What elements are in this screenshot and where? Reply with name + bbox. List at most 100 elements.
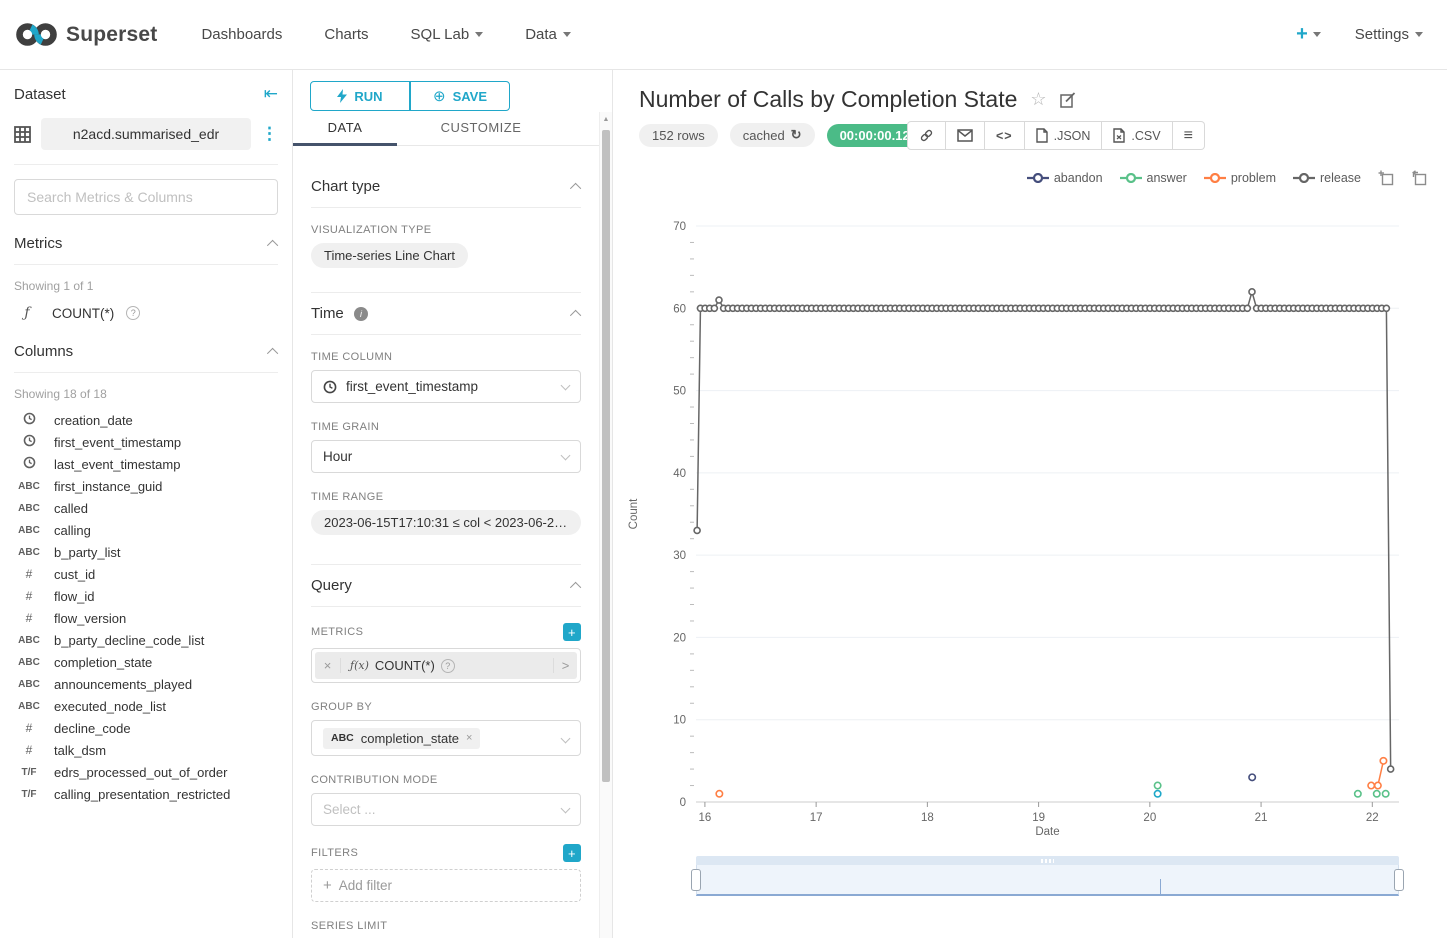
scroll-up-arrow-icon[interactable]: ▲ bbox=[602, 116, 610, 123]
column-item-first_instance_guid[interactable]: ABC first_instance_guid bbox=[14, 475, 278, 497]
legend-item-abandon[interactable]: abandon bbox=[1026, 171, 1103, 185]
column-item-flow_id[interactable]: # flow_id bbox=[14, 585, 278, 607]
data-point[interactable] bbox=[710, 304, 719, 313]
superset-logo[interactable]: Superset bbox=[16, 21, 157, 48]
column-item-cust_id[interactable]: # cust_id bbox=[14, 563, 278, 585]
legend-item-release[interactable]: release bbox=[1293, 171, 1361, 185]
column-item-called[interactable]: ABC called bbox=[14, 497, 278, 519]
series-line-problem[interactable] bbox=[1377, 760, 1385, 786]
column-item-announcements_played[interactable]: ABC announcements_played bbox=[14, 673, 278, 695]
embed-code-button[interactable]: <> bbox=[985, 121, 1025, 150]
favorite-star-icon[interactable]: ☆ bbox=[1030, 89, 1047, 109]
new-item-button[interactable]: + bbox=[1296, 23, 1321, 46]
data-point[interactable] bbox=[1386, 765, 1395, 773]
data-point[interactable] bbox=[715, 296, 723, 304]
legend-item-answer[interactable]: answer bbox=[1119, 171, 1187, 185]
data-point[interactable] bbox=[715, 789, 724, 798]
brush-handle-right[interactable] bbox=[1394, 869, 1404, 891]
brush-move-handle[interactable] bbox=[696, 856, 1399, 865]
column-item-last_event_timestamp[interactable]: last_event_timestamp bbox=[14, 453, 278, 475]
scrollbar-thumb[interactable] bbox=[602, 130, 610, 782]
nav-charts[interactable]: Charts bbox=[324, 26, 369, 43]
data-point[interactable] bbox=[1373, 781, 1382, 790]
collapse-panel-icon[interactable]: ⇤ bbox=[263, 84, 278, 103]
column-item-first_event_timestamp[interactable]: first_event_timestamp bbox=[14, 431, 278, 453]
column-item-executed_node_list[interactable]: ABC executed_node_list bbox=[14, 695, 278, 717]
data-point[interactable] bbox=[1353, 789, 1362, 798]
save-button[interactable]: ⊕ SAVE bbox=[410, 81, 510, 111]
column-item-flow_version[interactable]: # flow_version bbox=[14, 607, 278, 629]
remove-metric-icon[interactable]: × bbox=[315, 658, 341, 673]
group-by-chip[interactable]: ABC completion_state × bbox=[323, 727, 481, 749]
metric-item-count[interactable]: ƒ COUNT(*) ? bbox=[14, 301, 278, 333]
contribution-mode-select[interactable]: Select ... bbox=[311, 793, 581, 826]
zoom-select-icon[interactable] bbox=[1378, 170, 1394, 186]
time-grain-select[interactable]: Hour bbox=[311, 440, 581, 473]
tab-data[interactable]: DATA bbox=[293, 112, 397, 146]
data-point[interactable] bbox=[1153, 789, 1162, 798]
copy-link-button[interactable] bbox=[907, 121, 946, 150]
column-item-b_party_decline_code_list[interactable]: ABC b_party_decline_code_list bbox=[14, 629, 278, 651]
add-filter-button[interactable]: + bbox=[563, 844, 581, 862]
collapse-columns-icon[interactable] bbox=[266, 347, 279, 359]
edit-title-icon[interactable] bbox=[1059, 91, 1077, 108]
run-button[interactable]: RUN bbox=[310, 81, 410, 111]
export-csv-button[interactable]: .CSV bbox=[1102, 121, 1173, 150]
add-metric-button[interactable]: + bbox=[563, 623, 581, 641]
search-metrics-columns-input[interactable] bbox=[14, 179, 278, 215]
data-point[interactable] bbox=[1372, 789, 1381, 798]
brush-handle-left[interactable] bbox=[691, 869, 701, 891]
data-point[interactable] bbox=[1381, 789, 1390, 798]
dataset-name[interactable]: n2acd.summarised_edr bbox=[41, 118, 251, 150]
column-item-b_party_list[interactable]: ABC b_party_list bbox=[14, 541, 278, 563]
remove-chip-icon[interactable]: × bbox=[466, 732, 473, 744]
collapse-section-icon[interactable] bbox=[569, 581, 582, 593]
restore-zoom-icon[interactable] bbox=[1411, 170, 1427, 186]
time-range-brush[interactable] bbox=[691, 856, 1404, 898]
column-item-edrs_processed_out_of_order[interactable]: T/F edrs_processed_out_of_order bbox=[14, 761, 278, 783]
data-point[interactable] bbox=[1367, 781, 1376, 790]
time-column-select[interactable]: first_event_timestamp bbox=[311, 370, 581, 403]
export-json-button[interactable]: .JSON bbox=[1024, 121, 1103, 150]
tab-customize[interactable]: CUSTOMIZE bbox=[440, 120, 522, 135]
collapse-metrics-icon[interactable] bbox=[266, 239, 279, 251]
expand-metric-icon[interactable]: > bbox=[553, 658, 577, 673]
time-range-value[interactable]: 2023-06-15T17:10:31 ≤ col < 2023-06-22..… bbox=[311, 510, 581, 535]
help-icon[interactable]: ? bbox=[440, 658, 455, 673]
column-item-calling[interactable]: ABC calling bbox=[14, 519, 278, 541]
viz-type-value[interactable]: Time-series Line Chart bbox=[311, 243, 469, 268]
caret-down-icon bbox=[562, 32, 571, 37]
column-item-creation_date[interactable]: creation_date bbox=[14, 409, 278, 431]
data-point[interactable] bbox=[1248, 773, 1257, 782]
column-item-completion_state[interactable]: ABC completion_state bbox=[14, 651, 278, 673]
data-point[interactable] bbox=[1153, 781, 1162, 790]
controls-scrollbar[interactable]: ▲ bbox=[599, 112, 612, 938]
data-point[interactable] bbox=[1243, 304, 1252, 313]
add-filter-dropzone[interactable]: + Add filter bbox=[311, 869, 581, 902]
metric-chip-count[interactable]: × ƒ(x) COUNT(*) ? > bbox=[315, 652, 577, 679]
menu-icon: ≡ bbox=[1183, 126, 1193, 144]
nav-sql-lab[interactable]: SQL Lab bbox=[411, 26, 484, 43]
data-point[interactable] bbox=[1382, 304, 1391, 313]
nav-dashboards[interactable]: Dashboards bbox=[201, 26, 283, 43]
timeseries-line-chart[interactable]: 0 10 20 30 40 50 60 70 16 17 18 19 20 21 22 Date Count bbox=[613, 198, 1446, 848]
more-options-button[interactable]: ≡ bbox=[1172, 121, 1205, 150]
data-point[interactable] bbox=[1379, 756, 1388, 765]
column-item-decline_code[interactable]: # decline_code bbox=[14, 717, 278, 739]
column-item-talk_dsm[interactable]: # talk_dsm bbox=[14, 739, 278, 761]
help-icon[interactable]: ? bbox=[126, 306, 141, 320]
collapse-section-icon[interactable] bbox=[569, 182, 582, 194]
settings-menu[interactable]: Settings bbox=[1355, 26, 1423, 43]
cached-badge[interactable]: cached ↻ bbox=[729, 123, 815, 147]
data-point[interactable] bbox=[693, 526, 701, 535]
collapse-section-icon[interactable] bbox=[569, 309, 582, 321]
email-button[interactable] bbox=[946, 121, 985, 150]
legend-item-problem[interactable]: problem bbox=[1203, 171, 1276, 185]
data-point[interactable] bbox=[1248, 288, 1256, 296]
column-item-calling_presentation_restricted[interactable]: T/F calling_presentation_restricted bbox=[14, 783, 278, 805]
dataset-options-kebab-icon[interactable]: ⋮ bbox=[261, 124, 278, 143]
group-by-select[interactable]: ABC completion_state × bbox=[311, 720, 581, 756]
nav-data[interactable]: Data bbox=[525, 26, 571, 43]
series-line-release[interactable] bbox=[696, 289, 1392, 770]
brush-selected-area[interactable] bbox=[696, 865, 1399, 896]
